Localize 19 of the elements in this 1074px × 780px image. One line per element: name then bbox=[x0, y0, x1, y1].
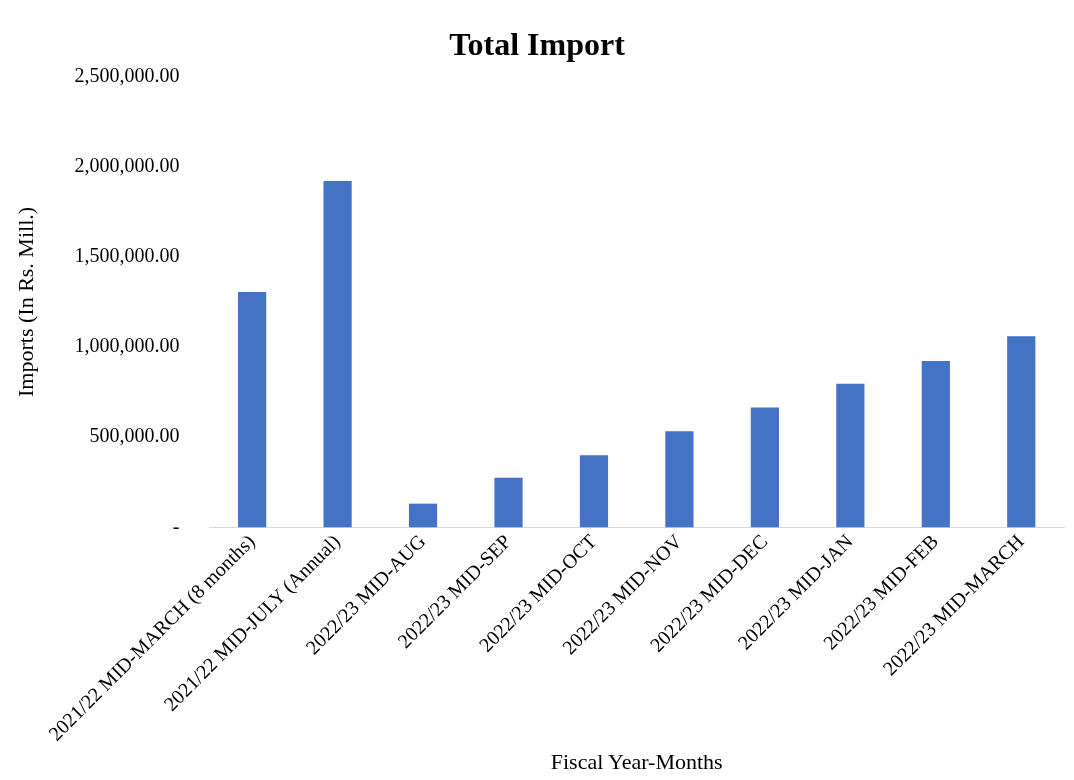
bar bbox=[579, 455, 609, 528]
bar bbox=[921, 360, 950, 528]
bar bbox=[238, 292, 267, 528]
y-tick-label: 2,000,000.00 bbox=[74, 153, 180, 176]
bar bbox=[494, 477, 523, 528]
x-axis-title: Fiscal Year-Months bbox=[550, 748, 723, 774]
y-tick-label: - bbox=[172, 514, 180, 537]
y-tick-label: 1,500,000.00 bbox=[74, 244, 180, 267]
bar bbox=[750, 407, 779, 528]
bar bbox=[665, 431, 694, 528]
y-tick-label: 2,500,000.00 bbox=[74, 63, 180, 86]
y-tick-label: 1,000,000.00 bbox=[74, 334, 180, 357]
bar bbox=[408, 503, 438, 528]
chart-title: Total Import bbox=[449, 26, 626, 63]
bar bbox=[323, 181, 352, 528]
bar bbox=[1007, 336, 1036, 528]
y-tick-label: 500,000.00 bbox=[89, 424, 180, 447]
y-axis-title: Imports (In Rs. Mill.) bbox=[12, 206, 38, 397]
bar bbox=[836, 383, 865, 528]
